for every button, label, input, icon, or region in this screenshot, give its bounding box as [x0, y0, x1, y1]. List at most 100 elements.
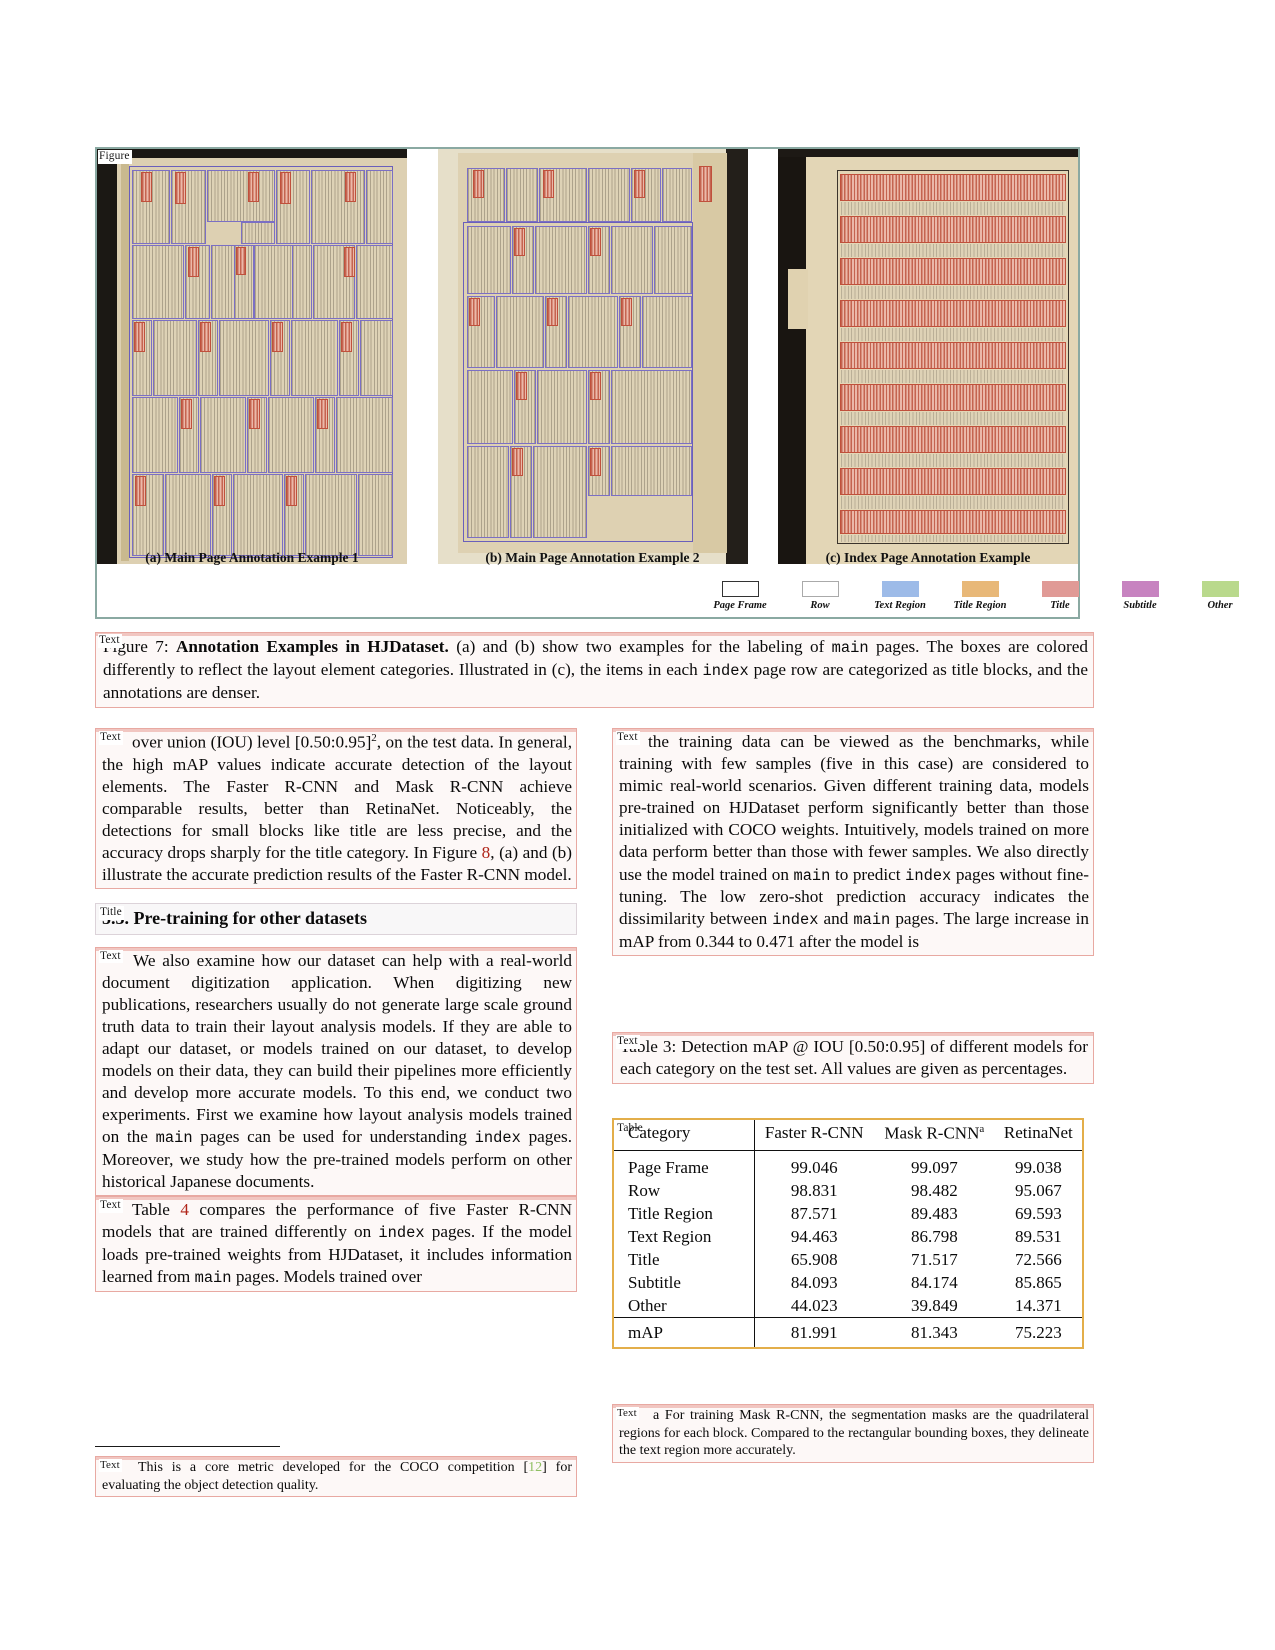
table3-region: Table Category Faster R-CNN Mask R-CNNa …	[612, 1118, 1084, 1350]
table3-annotation-label: Table	[617, 1122, 643, 1134]
table3-r0-retina: 99.038	[1014, 1157, 1062, 1177]
lp2-mono-main: main	[155, 1129, 193, 1148]
figure-panel-a-caption: (a) Main Page Annotation Example 1	[145, 550, 359, 565]
footnote-separator	[95, 1446, 280, 1447]
legend-swatch-title	[1041, 581, 1079, 597]
left-paragraph-3: Text Table 4 compares the performance of…	[95, 1196, 577, 1293]
figure-annotation-label: Figure	[98, 150, 132, 164]
lp1-footnote-marker: 2	[371, 732, 377, 744]
left-heading-annotation-label: Title	[99, 906, 124, 920]
figure-panel-b: (b) Main Page Annotation Example 2	[437, 149, 748, 565]
lp1-figure-ref[interactable]: 8	[481, 843, 491, 863]
table3-r6-category: Other	[614, 1294, 755, 1318]
lf-citation[interactable]: 12	[528, 1460, 543, 1475]
table3-caption-region: Text Table 3: Detection mAP @ IOU [0.50:…	[612, 1032, 1094, 1085]
left-para1-text: over union (IOU) level [0.50:0.95]2, on …	[102, 731, 572, 886]
figure-panel-c-caption: (c) Index Page Annotation Example	[825, 550, 1031, 565]
fig7-mono-main: main	[831, 639, 869, 657]
legend-label-title: Title	[1050, 600, 1070, 611]
rp1-mono-index-2: index	[772, 911, 819, 930]
table3-map-retina: 75.223	[994, 1317, 1082, 1348]
figure-panel-a: (a) Main Page Annotation Example 1	[97, 149, 407, 565]
figure-panel-b-caption: (b) Main Page Annotation Example 2	[485, 550, 700, 565]
rp1-b: to predict	[830, 864, 906, 884]
rp1-d: and	[818, 909, 854, 929]
lp1-b: , on the test data. In general, the high…	[102, 732, 572, 863]
lp3-d: pages. Models trained over	[231, 1267, 422, 1287]
legend-label-page-frame: Page Frame	[713, 600, 767, 611]
figure-region: Figure	[95, 147, 1239, 619]
figure-legend: Page Frame Row Text Region Title Region …	[709, 581, 1251, 611]
section-title: Pre-training for other datasets	[129, 908, 367, 929]
right-para1-annotation-label: Text	[616, 731, 640, 745]
lp2-mono-index: index	[474, 1129, 521, 1148]
fig7-caption-annotation-label: Text	[98, 634, 122, 648]
fig7-part1: (a) and (b) show two examples for the la…	[448, 637, 832, 656]
left-footnote-text: This is a core metric developed for the …	[102, 1459, 572, 1494]
rp1-mono-main-1: main	[793, 866, 831, 885]
table3-r5-faster: 84.093	[790, 1272, 838, 1292]
legend-label-text-region: Text Region	[874, 600, 926, 611]
table3-r3-mask: 86.798	[910, 1226, 958, 1246]
left-column: Text over union (IOU) level [0.50:0.95]2…	[95, 728, 577, 1293]
left-para2-text: We also examine how our dataset can help…	[102, 950, 572, 1194]
table3-r1-faster: 98.831	[790, 1180, 838, 1200]
table3-col-mask-rcnn: Mask R-CNNa	[874, 1120, 995, 1151]
right-column: Text the training data can be viewed as …	[612, 728, 1094, 957]
rp1-a: the training data can be viewed as the b…	[619, 732, 1089, 884]
lp3-mono-main: main	[194, 1269, 232, 1288]
right-footnote: Text a For training Mask R-CNN, the segm…	[612, 1404, 1094, 1463]
left-para3-annotation-label: Text	[99, 1199, 123, 1213]
legend-item-page-frame: Page Frame	[709, 581, 771, 611]
legend-swatch-page-frame	[721, 581, 759, 597]
table3-r1-retina: 95.067	[1014, 1180, 1062, 1200]
left-para2-annotation-label: Text	[99, 949, 123, 964]
left-section-heading-region: Title 5.3. Pre-training for other datase…	[95, 903, 577, 935]
table-row: Title 65.908 71.517 72.566	[614, 1248, 1082, 1272]
table3-r3-retina: 89.531	[1014, 1226, 1062, 1246]
lp1-a: over union (IOU) level [0.50:0.95]	[132, 732, 372, 752]
table3-col-retinanet: RetinaNet	[994, 1120, 1082, 1151]
lp3-table-ref[interactable]: 4	[180, 1200, 189, 1220]
lp2-c: pages. Moreover, we study how the pre-tr…	[102, 1127, 572, 1192]
fig7-mono-index: index	[702, 661, 749, 680]
rp1-e: pages. The large increase in mAP from 0.…	[619, 909, 1089, 952]
table3-r4-mask: 71.517	[910, 1249, 958, 1269]
legend-item-text-region: Text Region	[869, 581, 931, 611]
table3-r0-category: Page Frame	[614, 1150, 755, 1180]
table3-mask-superscript: a	[979, 1123, 985, 1135]
table3-map-mask: 81.343	[874, 1317, 995, 1348]
section-heading: 5.3. Pre-training for other datasets	[96, 904, 576, 933]
right-footnote-annotation-label: Text	[616, 1407, 639, 1420]
table-row: Text Region 94.463 86.798 89.531	[614, 1225, 1082, 1249]
legend-item-row: Row	[789, 581, 851, 611]
legend-label-subtitle: Subtitle	[1123, 600, 1157, 611]
table3-r4-category: Title	[614, 1248, 755, 1272]
table3-summary-row: mAP 81.991 81.343 75.223	[614, 1317, 1082, 1348]
lf-b: ] for evaluating the object detection qu…	[102, 1460, 572, 1493]
table3-r5-retina: 85.865	[1014, 1272, 1062, 1292]
fig7-part2: pages. The boxes are colored differently…	[103, 637, 1088, 679]
fig7-bold-title: Annotation Examples in HJDataset.	[176, 637, 449, 656]
lp2-b: pages can be used for understanding	[192, 1127, 475, 1147]
legend-label-title-region: Title Region	[953, 600, 1007, 611]
table3-r3-faster: 94.463	[790, 1226, 838, 1246]
legend-swatch-title-region	[961, 581, 999, 597]
table3-r1-mask: 98.482	[910, 1180, 958, 1200]
left-footnote: Text This is a core metric developed for…	[95, 1456, 577, 1498]
table3-r6-faster: 44.023	[790, 1295, 838, 1315]
lp3-a: Table	[132, 1200, 181, 1220]
figure-panel-c: (c) Index Page Annotation Example	[778, 149, 1078, 565]
figure7-caption-text: Figure 7: Annotation Examples in HJDatas…	[103, 636, 1088, 704]
scan-image-c	[778, 149, 1078, 564]
table3-r2-mask: 89.483	[910, 1203, 958, 1223]
scan-image-b	[437, 149, 748, 564]
left-para1-annotation-label: Text	[99, 731, 123, 745]
table3-caption-text: Table 3: Detection mAP @ IOU [0.50:0.95]…	[620, 1037, 1088, 1079]
lp1-c: , (a) and (b) illustrate the accurate pr…	[102, 843, 572, 885]
table3-r5-mask: 84.174	[910, 1272, 958, 1292]
lp2-a: We also examine how our dataset can help…	[102, 950, 572, 1147]
table3-col-faster-rcnn: Faster R-CNN	[754, 1120, 874, 1151]
legend-swatch-other	[1201, 581, 1239, 597]
table3-r3-category: Text Region	[614, 1225, 755, 1249]
